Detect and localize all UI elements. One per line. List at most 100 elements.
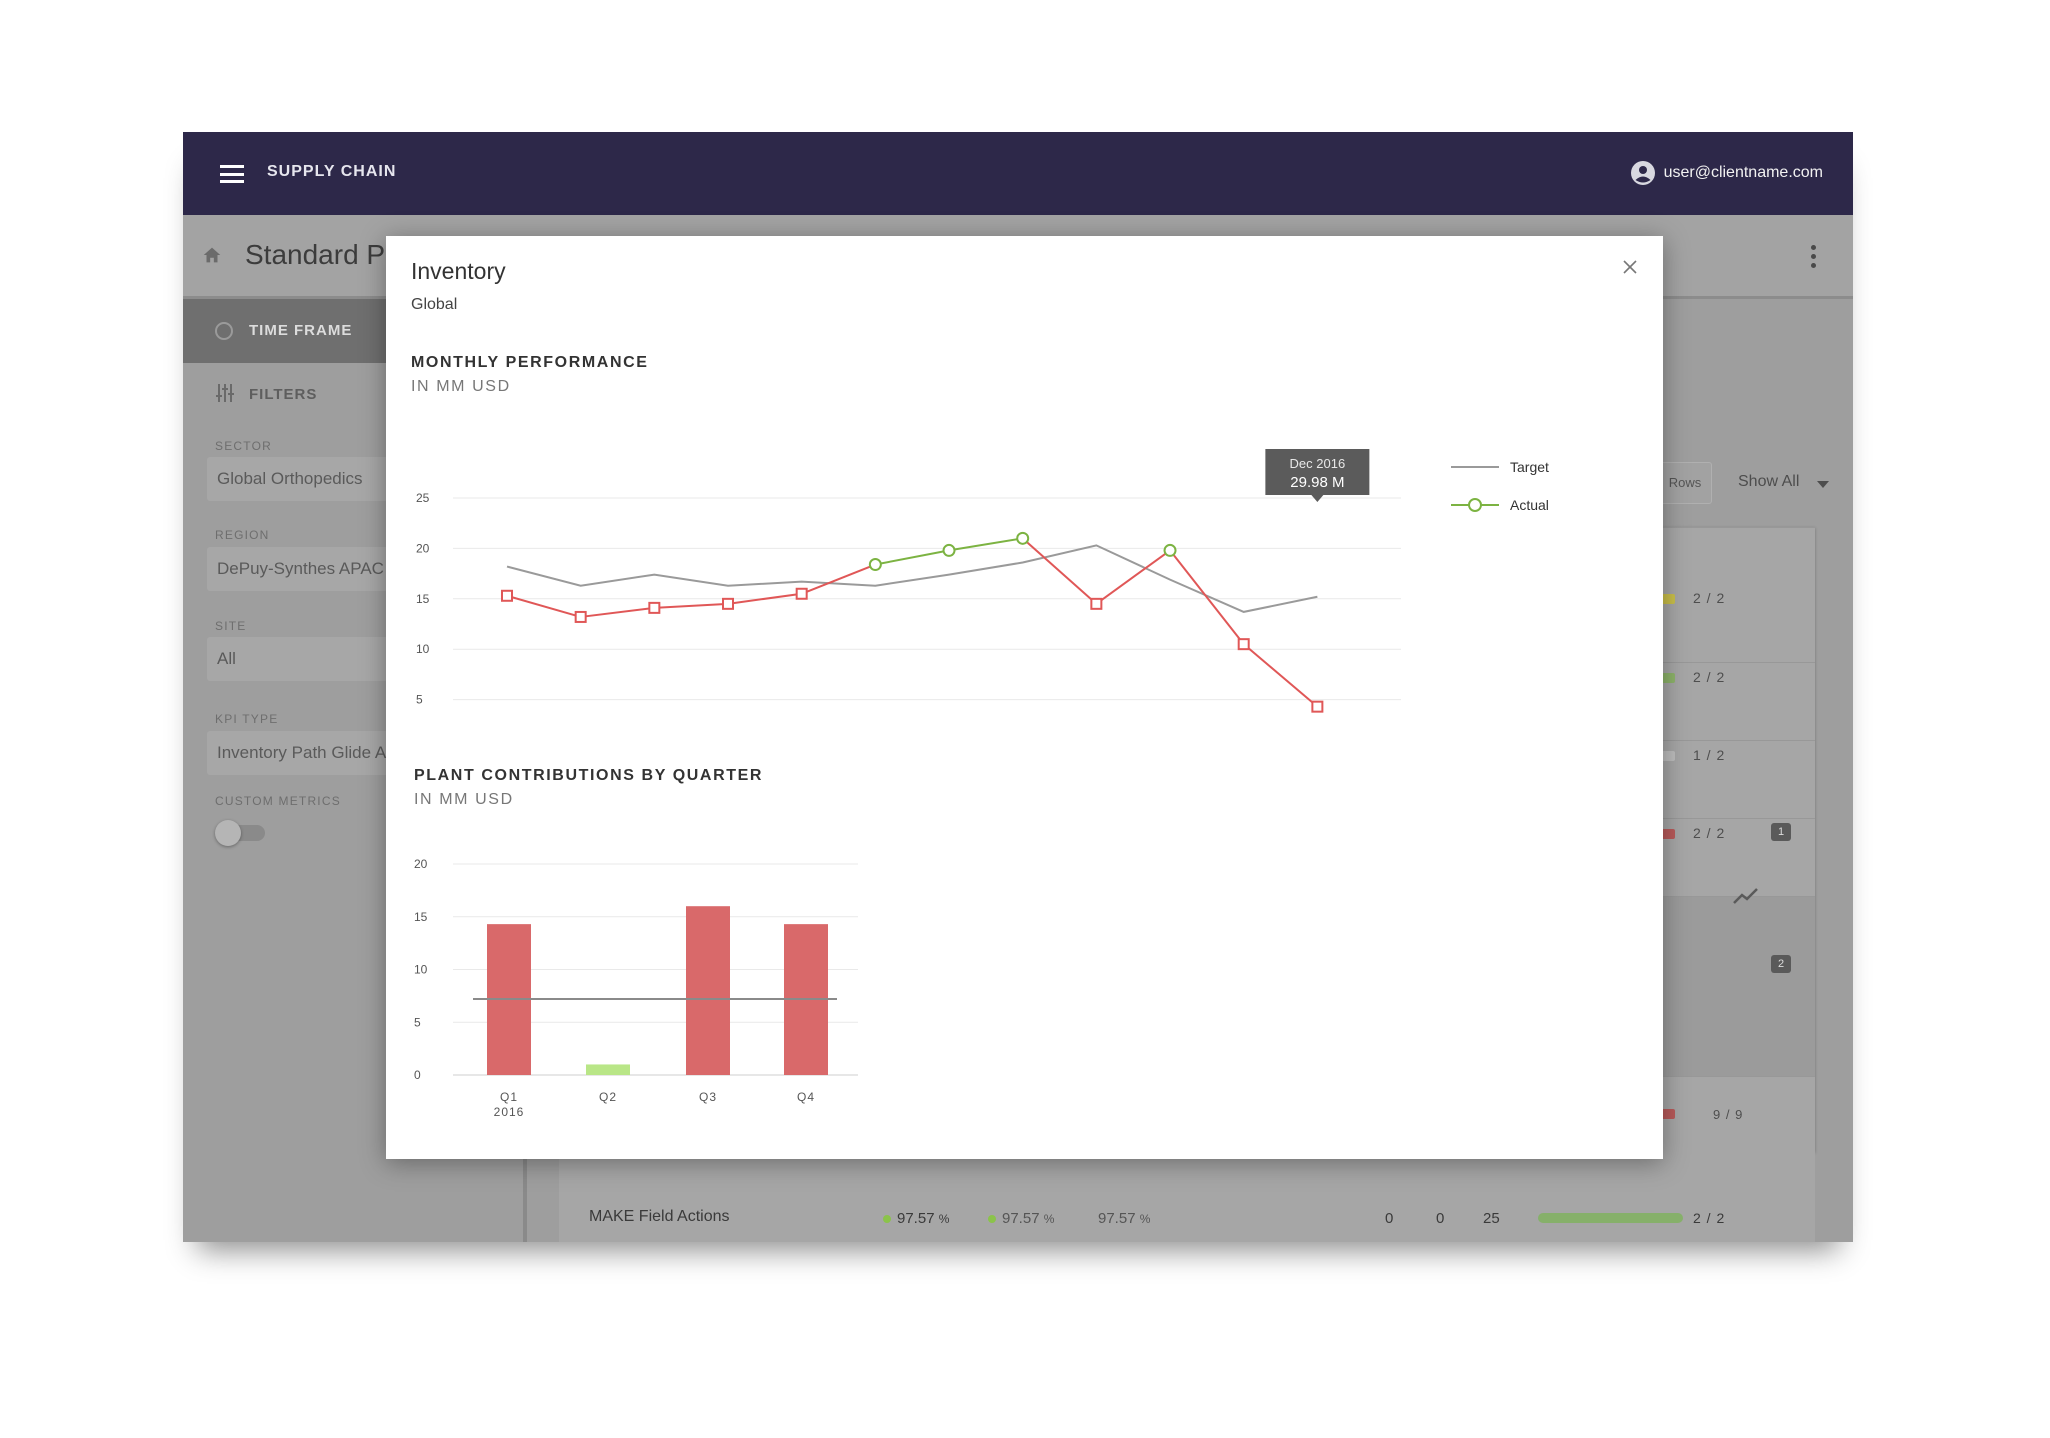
actual-line-segment [506,594,581,618]
actual-value: 97.57 % [883,1210,949,1227]
timeframe-label: TIME FRAME [249,322,353,339]
chevron-down-icon[interactable] [1817,481,1829,488]
kpi-type-value: Inventory Path Glide A [217,743,387,762]
actual-line-segment [1169,549,1245,645]
card-row: 2 / 2 1 [1653,818,1815,897]
status-count: 2 / 2 [1693,669,1726,685]
target-number: 97.57 [1098,1210,1136,1227]
more-options-icon[interactable] [1811,245,1817,272]
actual-point [1237,638,1250,651]
bar-chart-title: PLANT CONTRIBUTIONS BY QUARTER [414,767,764,784]
status-bar [1653,594,1675,604]
comment-badge[interactable]: 2 [1771,955,1791,973]
line-chart-title: MONTHLY PERFORMANCE [411,354,649,371]
status-bar [1653,751,1675,761]
page-title: Standard P [245,239,386,270]
actual-line-segment [948,537,1023,552]
rows-button[interactable]: Rows [1658,462,1712,504]
inventory-modal: Inventory Global MONTHLY PERFORMANCE IN … [386,236,1663,1159]
x-tick-label: Q4 [797,1090,815,1104]
tooltip-pointer [1311,495,1324,502]
x-tick-label: Q2 [599,1090,617,1104]
filters-label[interactable]: FILTERS [249,386,318,403]
status-bar [1653,829,1675,839]
custom-metrics-label: CUSTOM METRICS [215,794,341,808]
filters-icon[interactable] [215,384,235,402]
bar-chart-subtitle: IN MM USD [414,791,514,808]
line-chart-subtitle: IN MM USD [411,378,511,395]
status-count: 9 / 9 [1713,1107,1744,1122]
actual-line-segment [727,592,802,605]
actual-line-segment [1095,549,1171,605]
top-bar: SUPPLY CHAIN user@clientname.com [183,132,1853,215]
legend-actual-label: Actual [1510,497,1549,513]
actual-point [648,601,661,614]
actual-point [1163,543,1177,557]
reported-count: 2 / 2 [1693,1210,1726,1226]
show-all-dropdown[interactable]: Show All [1738,473,1800,490]
status-dot [988,1215,996,1224]
y-tick-label: 5 [416,693,423,707]
actual-number: 97.57 [897,1210,935,1227]
clock-icon [215,322,233,340]
card-row: 1 / 2 [1653,740,1815,819]
account-circle-icon[interactable] [1631,161,1655,185]
actual-unit: % [938,1212,950,1226]
tooltip-box [1265,449,1370,495]
ytd-number: 97.57 [1002,1210,1040,1227]
sector-value: Global Orthopedics [217,469,363,488]
actual-line-segment [875,549,950,566]
actual-point [501,589,513,602]
status-count: 2 / 2 [1693,825,1726,841]
plant-contributions-chart: 0 5 10 15 20 Q1 Q2 Q3 Q4 2016 [414,857,858,1119]
app-title: SUPPLY CHAIN [267,163,397,180]
metrics-card: 2 / 2 2 / 2 1 / 2 2 / 2 1 2 9 / 9 [1653,527,1815,1152]
status-bar [1653,1109,1675,1119]
site-label: SITE [215,619,247,633]
tooltip-value: 29.98 M [1290,474,1344,491]
menu-icon[interactable] [220,165,244,183]
y-tick-label: 15 [416,592,430,606]
monthly-performance-chart: 0510152025JANFEBMARAPRMAYJUNJULAUGSEPOCT… [416,449,1549,713]
user-email[interactable]: user@clientname.com [1663,164,1823,181]
x-tick-sublabel: 2016 [494,1105,525,1119]
trend-icon[interactable] [1733,887,1759,905]
actual-point [574,610,587,623]
count-yellow: 0 [1436,1210,1445,1227]
card-row: 9 / 9 [1653,1076,1815,1153]
actual-point [942,543,956,557]
x-tick-label: Q3 [699,1090,717,1104]
bar [686,906,730,1075]
actual-point [1311,700,1324,713]
actual-line-segment [1243,643,1319,708]
count-green: 0 [1385,1210,1394,1227]
kpi-type-label: KPI TYPE [215,712,279,726]
region-label: REGION [215,528,270,542]
ytd-unit: % [1043,1212,1055,1226]
close-icon[interactable] [1621,258,1639,276]
home-icon[interactable] [201,244,223,266]
modal-title: Inventory [411,258,506,284]
comment-badge[interactable]: 1 [1771,823,1791,841]
y-tick-label: 10 [414,963,428,977]
table-row-label[interactable]: MAKE Field Actions [589,1208,730,1225]
sector-label: SECTOR [215,439,272,453]
target-value: 97.57 % [1098,1210,1150,1227]
custom-metrics-toggle[interactable] [215,820,265,846]
legend-actual-marker [1468,498,1482,512]
region-value: DePuy-Synthes APAC [217,559,384,578]
card-row-chart: 2 [1653,896,1815,1077]
target-unit: % [1139,1212,1151,1226]
card-row: 2 / 2 [1653,527,1815,606]
actual-line-segment [580,606,655,618]
y-tick-label: 5 [414,1015,421,1029]
actual-point [1090,597,1103,610]
actual-point [868,558,882,572]
bar [586,1064,630,1075]
reported-progress-bar [1538,1213,1683,1223]
actual-line-segment [1022,537,1098,605]
status-dot [883,1215,891,1224]
ytd-value: 97.57 % [988,1210,1054,1227]
actual-line-segment [801,563,876,595]
y-tick-label: 20 [416,541,430,555]
